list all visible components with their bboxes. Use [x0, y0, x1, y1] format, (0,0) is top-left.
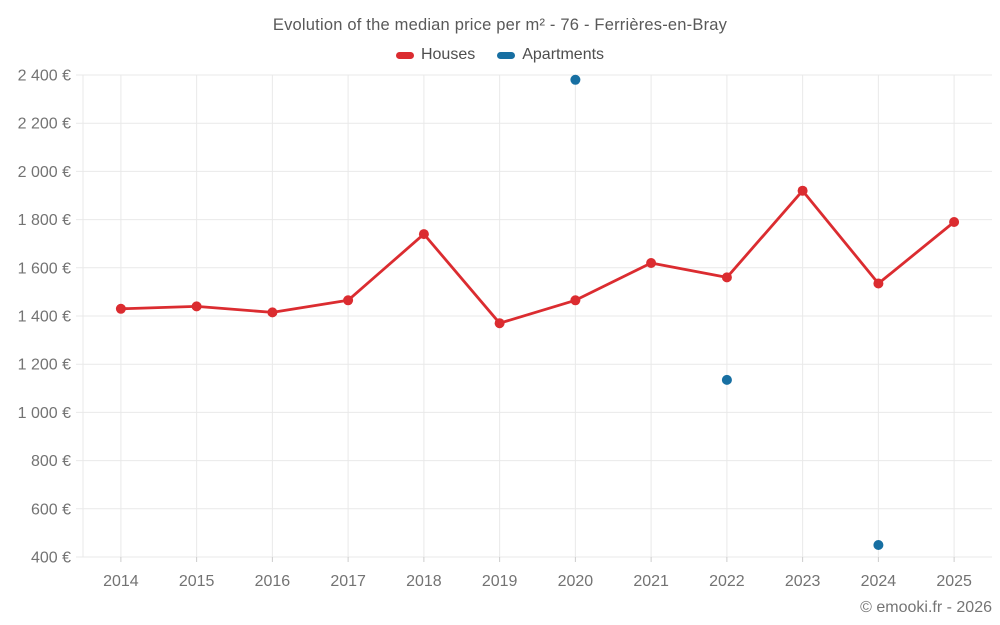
point-houses-2015[interactable]	[191, 301, 202, 312]
legend: Houses Apartments	[0, 46, 1000, 64]
point-apartments-2020[interactable]	[570, 74, 581, 85]
point-houses-2019[interactable]	[494, 318, 505, 329]
legend-item-apartments[interactable]: Apartments	[497, 46, 604, 64]
y-axis-label: 1 600 €	[18, 260, 71, 277]
x-axis-label: 2025	[936, 573, 972, 590]
copyright-footer: © emooki.fr - 2026	[860, 599, 992, 616]
point-apartments-2024[interactable]	[873, 540, 884, 550]
point-houses-2018[interactable]	[418, 229, 429, 240]
y-axis-label: 1 200 €	[18, 357, 71, 374]
y-axis-label: 1 800 €	[18, 212, 71, 229]
y-axis-label: 2 400 €	[18, 68, 71, 85]
x-axis-label: 2015	[179, 573, 215, 590]
point-houses-2024[interactable]	[873, 278, 884, 289]
legend-marker-apartments	[497, 51, 516, 59]
x-axis-label: 2022	[709, 573, 745, 590]
x-axis-label: 2016	[255, 573, 291, 590]
x-axis-label: 2017	[330, 573, 366, 590]
point-houses-2017[interactable]	[343, 295, 354, 306]
point-houses-2025[interactable]	[949, 217, 960, 227]
point-houses-2014[interactable]	[115, 303, 126, 314]
y-axis-label: 1 400 €	[18, 309, 71, 326]
point-houses-2020[interactable]	[570, 295, 581, 306]
x-axis-label: 2020	[558, 573, 594, 590]
y-axis-label: 800 €	[31, 453, 71, 470]
x-axis-label: 2021	[633, 573, 669, 590]
series-line-houses	[119, 189, 956, 325]
point-houses-2016[interactable]	[267, 307, 278, 318]
legend-item-houses[interactable]: Houses	[395, 46, 476, 64]
legend-label-apartments: Apartments	[522, 46, 605, 63]
x-axis-label: 2023	[785, 573, 821, 590]
chart-title: Evolution of the median price per m² - 7…	[272, 16, 728, 34]
x-axis-label: 2014	[103, 573, 139, 590]
y-axis-label: 2 200 €	[18, 116, 71, 133]
y-axis-label: 1 000 €	[18, 405, 71, 422]
legend-label-houses: Houses	[420, 46, 476, 63]
y-axis-label: 400 €	[31, 550, 71, 567]
x-axis-label: 2019	[482, 573, 518, 590]
point-houses-2023[interactable]	[797, 185, 808, 196]
x-axis-label: 2024	[861, 573, 897, 590]
point-apartments-2022[interactable]	[721, 374, 732, 385]
y-axis-label: 2 000 €	[18, 164, 71, 181]
x-axis-label: 2018	[406, 573, 442, 590]
point-houses-2022[interactable]	[721, 272, 732, 283]
point-houses-2021[interactable]	[646, 258, 657, 268]
legend-marker-houses	[395, 51, 414, 59]
y-axis-label: 600 €	[31, 501, 71, 518]
